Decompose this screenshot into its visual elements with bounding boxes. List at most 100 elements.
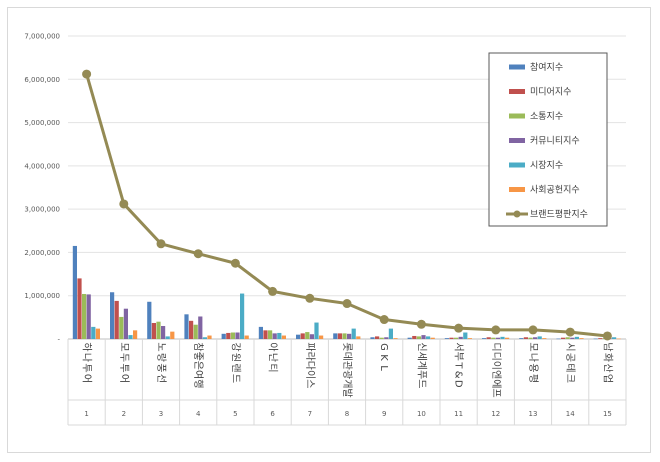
bar bbox=[426, 336, 431, 339]
bar bbox=[561, 337, 566, 339]
bar-layer bbox=[72, 245, 621, 340]
category-number: 11 bbox=[454, 410, 463, 418]
bar bbox=[444, 338, 449, 339]
bar bbox=[565, 337, 570, 339]
category-label-char: & bbox=[453, 371, 464, 379]
legend-label: 사회공헌지수 bbox=[530, 185, 580, 196]
bar bbox=[505, 337, 510, 339]
category-label-char: 다 bbox=[304, 361, 316, 370]
bar bbox=[356, 336, 361, 339]
bar bbox=[593, 338, 598, 340]
bar bbox=[244, 335, 249, 339]
bar bbox=[207, 335, 212, 339]
category-label-char: 테 bbox=[564, 363, 576, 372]
line-point bbox=[379, 315, 389, 325]
bar bbox=[519, 338, 524, 339]
category-label-char: 이 bbox=[304, 370, 316, 379]
line-point bbox=[565, 327, 575, 337]
bar bbox=[268, 330, 273, 339]
category-label-char: 광 bbox=[341, 370, 353, 379]
bar bbox=[379, 337, 384, 339]
y-axis-tick-labels: - 1,000,000 2,000,000 3,000,000 4,000,000 5,0… bbox=[24, 33, 60, 344]
category-label-char: 스 bbox=[304, 379, 316, 388]
legend-swatch bbox=[509, 187, 525, 192]
category-label-char: 부 bbox=[453, 352, 464, 361]
category-label-char: 강 bbox=[229, 342, 241, 351]
category-label-char: 어 bbox=[81, 374, 93, 383]
bar bbox=[77, 278, 82, 339]
bar bbox=[184, 314, 189, 339]
bar bbox=[147, 301, 152, 339]
category-label-char: 데 bbox=[341, 352, 353, 361]
bar bbox=[230, 332, 235, 339]
bar bbox=[482, 338, 487, 339]
category-label-char: 드 bbox=[415, 379, 426, 388]
category-label-char: 에 bbox=[490, 379, 502, 388]
bar bbox=[272, 333, 277, 339]
bar bbox=[351, 328, 356, 339]
line-point bbox=[156, 239, 166, 249]
line-point bbox=[602, 331, 612, 341]
bar bbox=[342, 333, 347, 339]
category-label-char: 나 bbox=[81, 353, 93, 362]
bar bbox=[416, 336, 421, 339]
bar bbox=[314, 322, 319, 339]
category-label-char: 산 bbox=[601, 363, 613, 372]
y-tick-label: 3,000,000 bbox=[24, 206, 60, 214]
category-number: 12 bbox=[491, 410, 500, 418]
bar bbox=[579, 338, 584, 339]
category-label: 서부T &D bbox=[453, 342, 465, 388]
bar bbox=[533, 337, 538, 339]
x-axis-labels: 하나투어1모두투어2노랑풍선3참좋은여행4강원랜드5아난티6파라다이스7롯데관광… bbox=[81, 342, 615, 418]
bar bbox=[151, 322, 156, 339]
category-label-char: 크 bbox=[564, 374, 575, 383]
category-label-char: 어 bbox=[118, 374, 130, 383]
category-label-char: 좋 bbox=[192, 352, 204, 361]
bar bbox=[375, 336, 380, 339]
category-number: 7 bbox=[308, 410, 312, 418]
bar bbox=[198, 316, 203, 339]
bar bbox=[161, 326, 166, 339]
legend-label: 미디어지수 bbox=[530, 87, 571, 98]
bar bbox=[467, 338, 472, 339]
bar bbox=[537, 336, 542, 339]
bar bbox=[337, 333, 342, 339]
bar bbox=[133, 330, 138, 339]
bar bbox=[128, 335, 133, 339]
bar bbox=[235, 332, 240, 339]
category-label-char: 랜 bbox=[229, 363, 241, 372]
category-label-char: 용 bbox=[527, 363, 539, 372]
category-label-char: 디 bbox=[490, 342, 502, 351]
category-label-char: 푸 bbox=[415, 370, 426, 379]
bar bbox=[156, 321, 161, 339]
category-number: 13 bbox=[529, 410, 538, 418]
line-point bbox=[119, 199, 129, 209]
legend-swatch bbox=[509, 113, 525, 119]
bar bbox=[500, 336, 505, 339]
category-label: 아난티 bbox=[267, 342, 279, 372]
bar bbox=[193, 324, 198, 339]
bar bbox=[305, 332, 310, 339]
bar bbox=[616, 338, 621, 340]
category-label-char: 발 bbox=[341, 388, 353, 397]
category-number: 6 bbox=[270, 410, 275, 418]
legend-label: 참여지수 bbox=[530, 61, 563, 73]
bar bbox=[556, 338, 561, 340]
category-label-char: 티 bbox=[267, 363, 279, 372]
bar bbox=[119, 316, 124, 339]
legend-swatch bbox=[509, 138, 525, 143]
category-label-char: 투 bbox=[118, 363, 130, 372]
legend-label: 브랜드평판지수 bbox=[530, 209, 588, 220]
category-label-char: 평 bbox=[527, 374, 539, 383]
bar bbox=[407, 337, 412, 339]
category-label-char: L bbox=[378, 365, 389, 371]
bar bbox=[486, 337, 491, 339]
y-tick-label: 1,000,000 bbox=[24, 292, 60, 300]
bar bbox=[598, 338, 603, 339]
category-number: 15 bbox=[603, 410, 612, 418]
